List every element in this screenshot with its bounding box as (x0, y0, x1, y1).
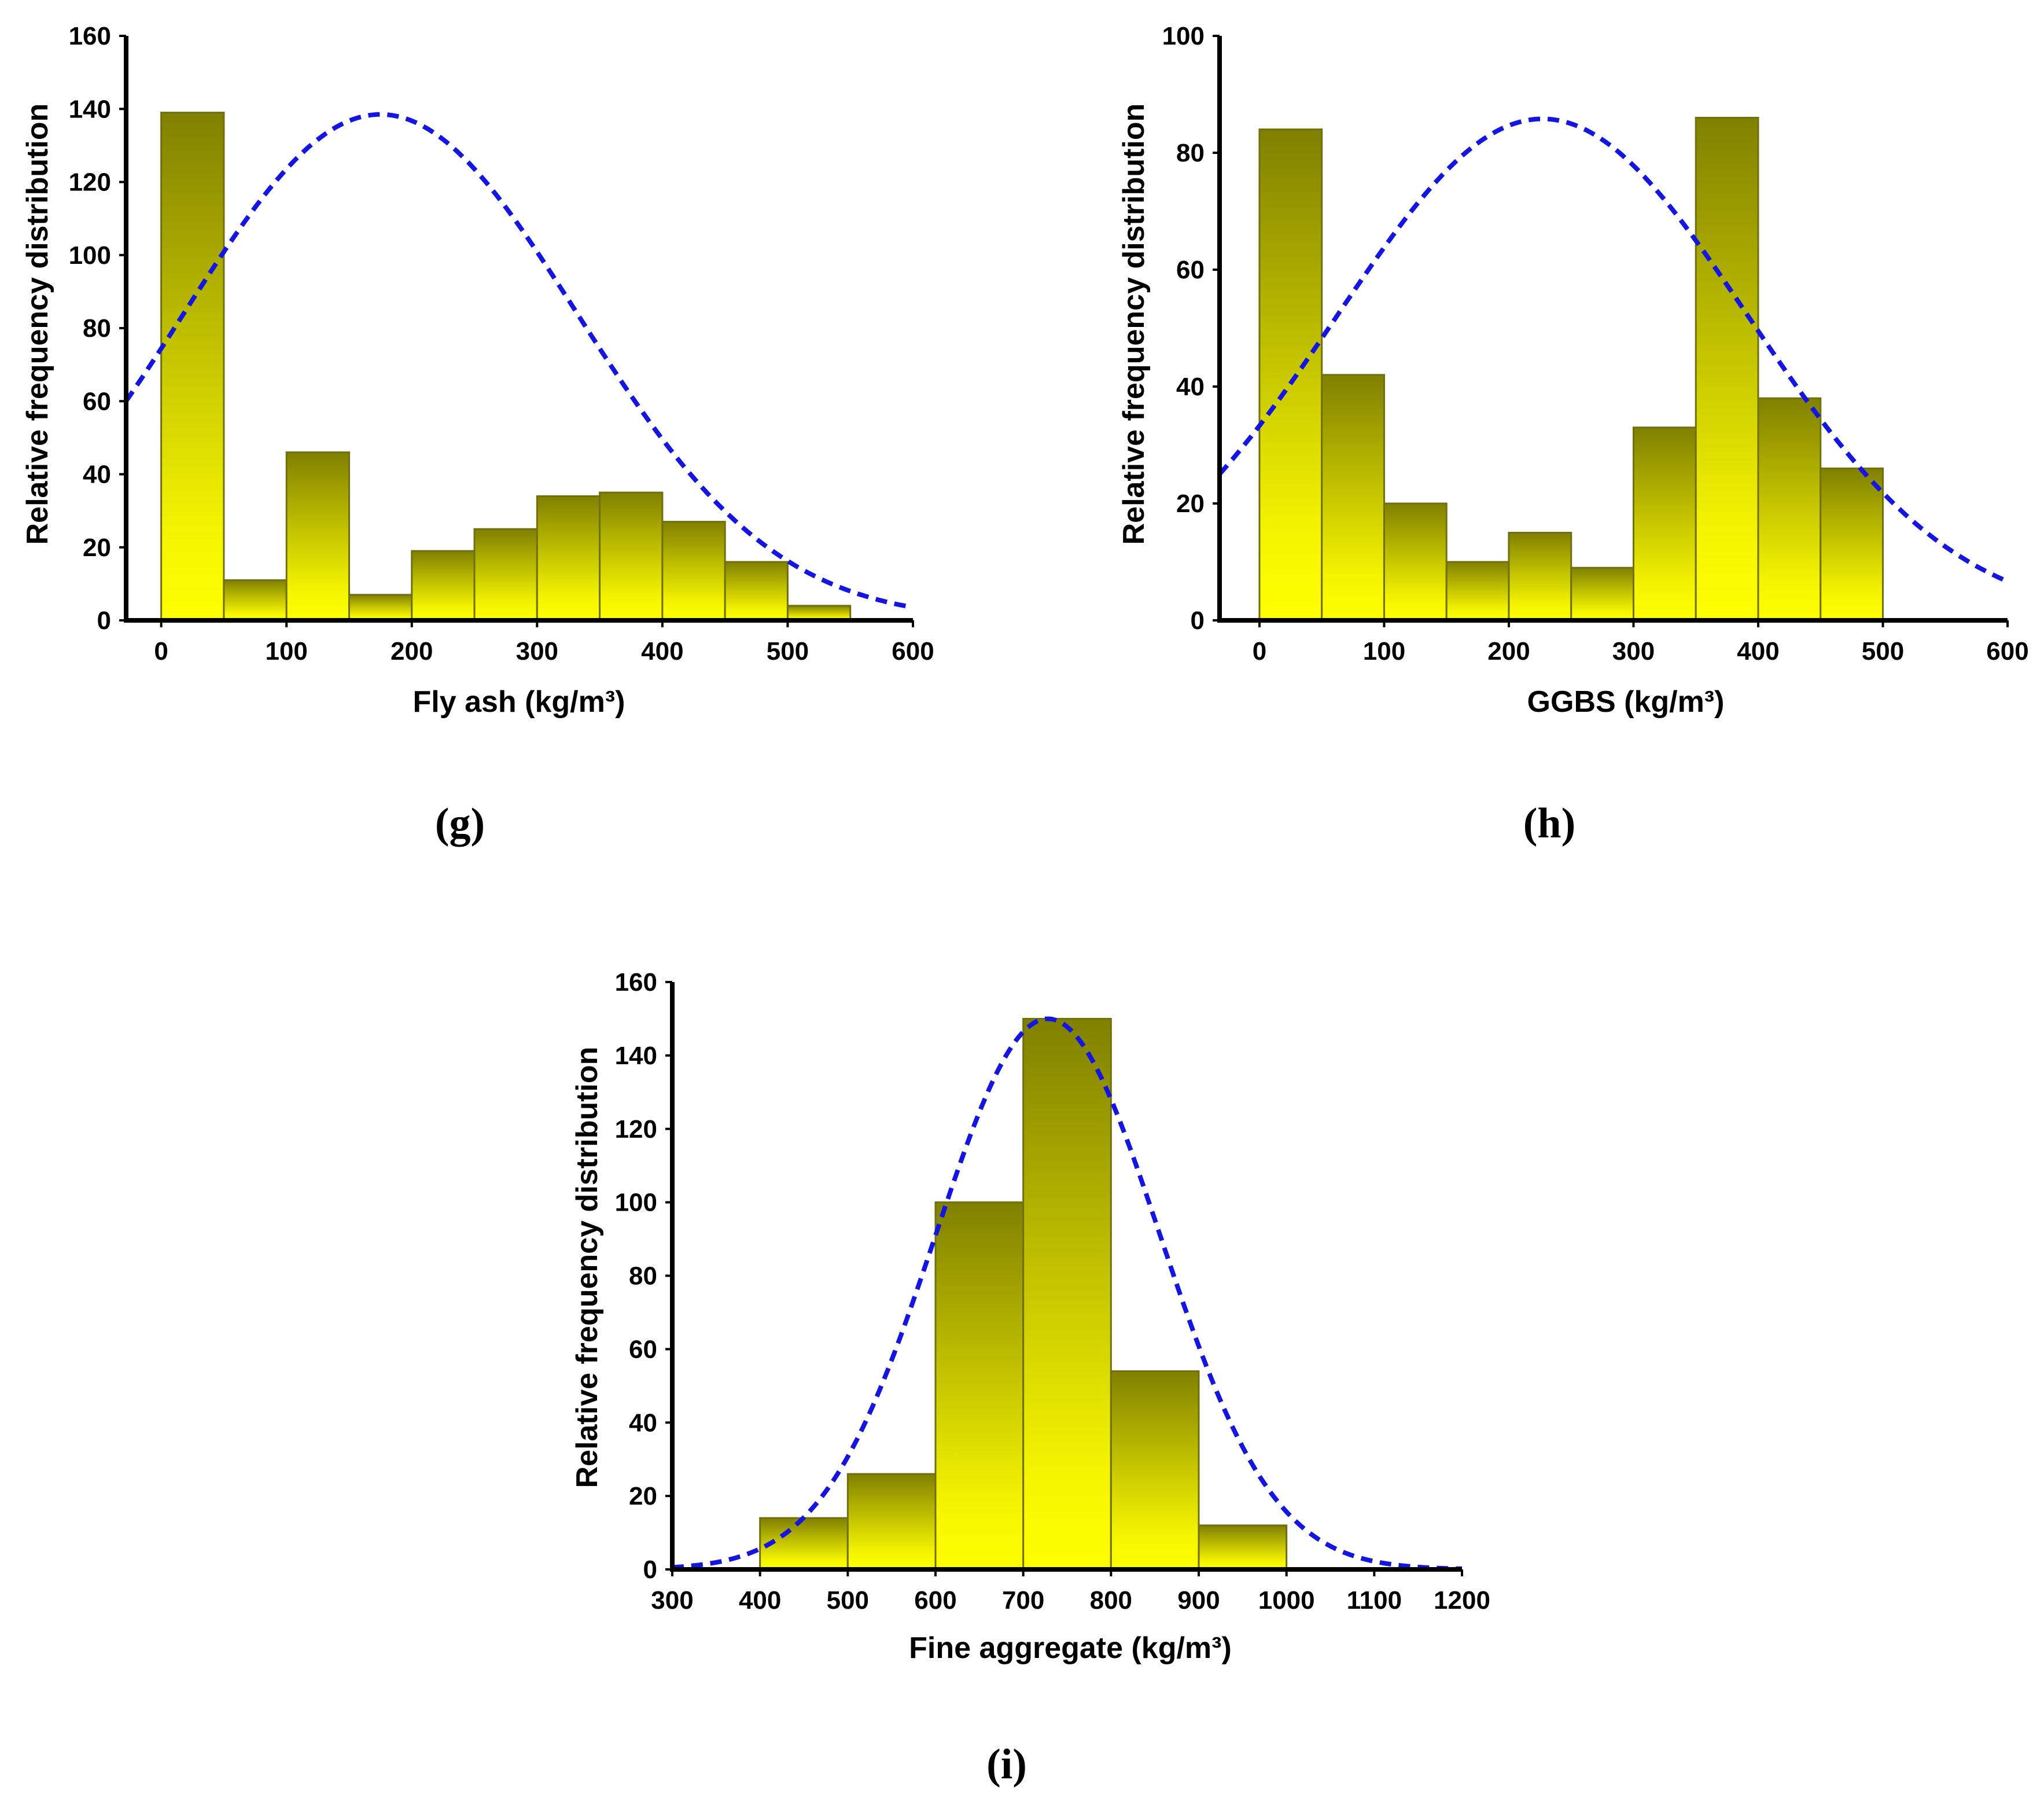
y-tick-label-fine-aggregate-20: 20 (629, 1482, 657, 1510)
y-tick-label-fine-aggregate-80: 80 (629, 1262, 657, 1290)
x-tick-label-ggbs-0: 0 (1253, 637, 1266, 665)
bar-fly-ash-200 (411, 550, 476, 622)
x-tick-label-ggbs-600: 600 (1986, 637, 2028, 665)
x-tick-label-fly-ash-200: 200 (391, 637, 433, 665)
x-tick-label-fine-aggregate-1000: 1000 (1258, 1586, 1315, 1615)
y-tick-label-fine-aggregate-40: 40 (629, 1409, 657, 1437)
x-axis-title-ggbs: GGBS (kg/m³) (1527, 685, 1725, 719)
x-axis-title-fine-aggregate: Fine aggregate (kg/m³) (909, 1631, 1232, 1665)
x-tick-label-fly-ash-600: 600 (892, 637, 934, 665)
axes-fine-aggregate: 0 20 40 60 80 100 120 140 160 300 400 500 600 700 800 9… (615, 968, 1490, 1615)
y-tick-label-fly-ash-0: 0 (97, 606, 111, 635)
y-tick-label-fine-aggregate-120: 120 (615, 1115, 657, 1143)
bar-ggbs-50 (1321, 374, 1385, 622)
bars-ggbs (1258, 116, 1884, 622)
bars-fine-aggregate (759, 1017, 1288, 1571)
x-tick-label-fine-aggregate-900: 900 (1177, 1586, 1220, 1615)
bar-fly-ash-300 (536, 495, 601, 622)
bar-fine-aggregate-700 (1022, 1017, 1112, 1571)
histogram-ggbs: 0 20 40 60 80 100 0 100 200 300 400 500 600 GGBS (kg… (1117, 22, 2029, 847)
y-tick-label-ggbs-60: 60 (1176, 256, 1205, 284)
x-tick-label-ggbs-100: 100 (1363, 637, 1405, 665)
normal-fit-curve-fine-aggregate (672, 1016, 1463, 1571)
bar-fly-ash-400 (661, 521, 726, 622)
y-tick-label-fine-aggregate-140: 140 (615, 1042, 657, 1070)
x-tick-label-fine-aggregate-300: 300 (651, 1586, 693, 1615)
y-tick-label-fly-ash-60: 60 (83, 387, 111, 416)
bar-fine-aggregate-600 (934, 1201, 1025, 1571)
histogram-fly-ash: 0 20 40 60 80 100 120 140 160 0 100 200 300 400 500 600… (21, 22, 934, 847)
x-tick-label-fine-aggregate-400: 400 (739, 1586, 781, 1615)
x-tick-label-fine-aggregate-800: 800 (1090, 1586, 1132, 1615)
y-tick-label-fly-ash-20: 20 (83, 534, 111, 562)
panel-label-g: (g) (435, 800, 485, 847)
bar-ggbs-100 (1383, 502, 1448, 622)
y-tick-label-fine-aggregate-100: 100 (615, 1189, 657, 1217)
x-tick-label-fine-aggregate-500: 500 (827, 1586, 869, 1615)
normal-fit-curve-ggbs (1217, 116, 2009, 584)
x-tick-label-fly-ash-500: 500 (767, 637, 809, 665)
x-tick-label-fly-ash-0: 0 (154, 637, 168, 665)
bar-ggbs-0 (1258, 128, 1323, 622)
bar-fly-ash-150 (348, 594, 413, 622)
bar-ggbs-250 (1570, 567, 1634, 622)
y-tick-label-ggbs-100: 100 (1162, 22, 1205, 50)
y-tick-label-ggbs-40: 40 (1176, 373, 1205, 401)
axes-ggbs: 0 20 40 60 80 100 0 100 200 300 400 500 600 (1162, 22, 2029, 665)
y-tick-label-fine-aggregate-60: 60 (629, 1335, 657, 1363)
bar-fly-ash-250 (473, 528, 538, 622)
bar-ggbs-450 (1820, 467, 1884, 622)
x-tick-label-ggbs-300: 300 (1612, 637, 1655, 665)
histogram-fine-aggregate: 0 20 40 60 80 100 120 140 160 300 400 500 600 700 800 9… (570, 968, 1490, 1788)
panel-label-i: (i) (986, 1741, 1027, 1788)
y-tick-label-ggbs-80: 80 (1176, 139, 1205, 167)
y-tick-label-ggbs-0: 0 (1191, 606, 1205, 635)
x-tick-label-fly-ash-400: 400 (641, 637, 683, 665)
y-tick-label-fine-aggregate-0: 0 (643, 1556, 657, 1584)
panel-label-h: (h) (1523, 800, 1575, 847)
normal-fit-curve-fly-ash (124, 112, 914, 610)
y-tick-label-fly-ash-40: 40 (83, 461, 111, 489)
bar-ggbs-150 (1445, 561, 1510, 622)
x-tick-label-fly-ash-100: 100 (265, 637, 307, 665)
bars-fly-ash (160, 112, 852, 622)
y-tick-label-fly-ash-100: 100 (69, 241, 111, 270)
bar-ggbs-350 (1695, 116, 1759, 622)
y-tick-label-fly-ash-120: 120 (69, 168, 111, 197)
y-tick-label-fine-aggregate-160: 160 (615, 968, 657, 997)
y-axis-title-fly-ash: Relative frequency distribution (21, 104, 54, 545)
bar-ggbs-300 (1632, 426, 1697, 622)
y-tick-label-fly-ash-140: 140 (69, 95, 111, 123)
x-tick-label-fine-aggregate-1100: 1100 (1347, 1586, 1402, 1615)
axes-fly-ash: 0 20 40 60 80 100 120 140 160 0 100 200 300 400 500 600 (69, 22, 934, 665)
x-axis-title-fly-ash: Fly ash (kg/m³) (413, 685, 625, 719)
y-axis-title-fine-aggregate: Relative frequency distribution (570, 1047, 604, 1488)
x-tick-label-fly-ash-300: 300 (516, 637, 558, 665)
bar-ggbs-400 (1757, 397, 1822, 622)
y-tick-label-fly-ash-80: 80 (83, 314, 111, 343)
x-tick-label-ggbs-400: 400 (1737, 637, 1779, 665)
bar-fly-ash-350 (599, 491, 664, 622)
bar-ggbs-200 (1508, 532, 1572, 622)
x-tick-label-ggbs-500: 500 (1862, 637, 1904, 665)
y-tick-label-fly-ash-160: 160 (69, 22, 111, 50)
x-tick-label-fine-aggregate-1200: 1200 (1434, 1586, 1490, 1615)
x-tick-label-ggbs-200: 200 (1487, 637, 1530, 665)
bar-fly-ash-100 (285, 451, 350, 622)
x-tick-label-fine-aggregate-700: 700 (1002, 1586, 1044, 1615)
bar-fly-ash-50 (223, 579, 288, 622)
bar-fine-aggregate-900 (1198, 1524, 1288, 1571)
bar-fly-ash-0 (160, 112, 225, 622)
x-tick-label-fine-aggregate-600: 600 (914, 1586, 956, 1615)
bar-fine-aggregate-800 (1110, 1370, 1200, 1571)
bar-fine-aggregate-500 (846, 1473, 937, 1571)
y-tick-label-ggbs-20: 20 (1176, 490, 1205, 518)
bar-fly-ash-450 (724, 561, 789, 622)
y-axis-title-ggbs: Relative frequency distribution (1117, 104, 1151, 545)
